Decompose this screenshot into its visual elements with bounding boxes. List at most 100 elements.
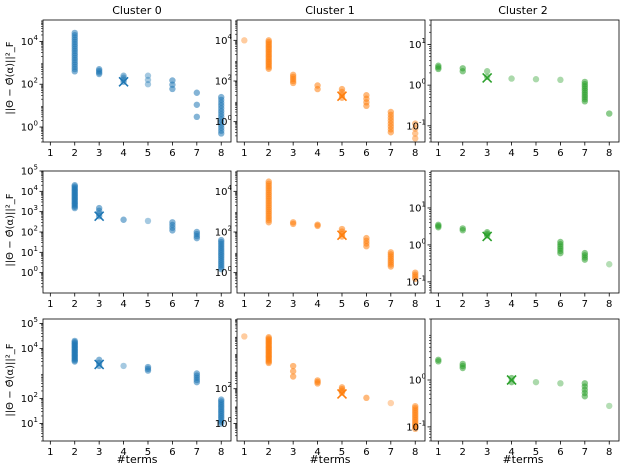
data-point (363, 92, 370, 99)
x-tick-label: 6 (557, 148, 563, 159)
data-point (338, 85, 346, 93)
data-point (459, 225, 466, 232)
data-point (387, 249, 395, 256)
scatter-series (435, 221, 613, 268)
data-point (363, 234, 370, 242)
y-axis-label-row-0: ||Θ − Θ̂(α)||²_F (4, 41, 16, 114)
x-tick-label: 6 (169, 148, 175, 159)
scatter-series (241, 37, 419, 142)
x-tick-label: 1 (435, 148, 441, 159)
data-point (435, 221, 442, 229)
y-tick-label: 102 (215, 225, 232, 239)
y-tick-label: 102 (21, 77, 38, 91)
y-tick-label: 102 (21, 391, 38, 405)
x-tick-label: 3 (96, 299, 102, 310)
data-point (95, 204, 103, 212)
data-point (557, 380, 564, 387)
data-point (169, 77, 176, 84)
x-tick-label: 3 (96, 148, 102, 159)
y-tick-label: 10-1 (406, 419, 426, 433)
x-tick-label: 8 (606, 148, 612, 159)
subplot-r1-c0: 100 101 102 103 104 105 1 2 3 4 5 6 7 8 (21, 164, 232, 310)
data-point (483, 68, 491, 75)
data-point (71, 29, 78, 37)
x-tick-label: 7 (194, 148, 200, 159)
plot-frame (236, 19, 426, 143)
data-point (218, 236, 225, 244)
subplot-r0-c0: 100 102 104 1 2 3 4 5 6 7 8 (21, 19, 232, 159)
x-tick-label: 2 (460, 447, 466, 458)
subplot-r0-c2: 10-1 100 101 1 2 3 4 5 6 7 8 (406, 19, 620, 159)
x-tick-label: 7 (388, 299, 394, 310)
y-tick-label: 105 (21, 316, 38, 330)
subplot-r2-c2: 10-1 100 1 2 3 4 5 6 7 8 (406, 318, 620, 458)
plot-frame (430, 19, 620, 143)
y-tick-label: 105 (21, 164, 38, 178)
x-tick-label: 4 (120, 447, 126, 458)
data-point (459, 360, 466, 368)
x-tick-label: 5 (145, 299, 151, 310)
x-tick-label: 2 (460, 148, 466, 159)
x-tick-label: 5 (339, 299, 345, 310)
plot-frame (236, 170, 426, 294)
data-point (338, 225, 346, 233)
data-point (581, 78, 589, 86)
x-tick-label: 6 (169, 447, 175, 458)
x-tick-label: 8 (412, 447, 418, 458)
data-point (314, 377, 321, 384)
x-tick-label: 5 (339, 148, 345, 159)
selected-marker (336, 388, 348, 400)
x-axis-label-col-2: #terms (502, 453, 543, 466)
x-tick-label: 2 (266, 447, 272, 458)
col-title-1: Cluster 1 (305, 4, 355, 17)
data-point (71, 337, 78, 345)
data-point (581, 380, 589, 387)
data-point (387, 399, 395, 407)
data-point (412, 269, 419, 276)
x-tick-label: 2 (266, 299, 272, 310)
x-tick-label: 7 (194, 447, 200, 458)
scatter-series (71, 29, 225, 137)
subplot-r1-c2: 10-1 100 101 1 2 3 4 5 6 7 8 (406, 170, 620, 310)
x-tick-label: 7 (388, 148, 394, 159)
data-point (193, 101, 201, 108)
x-tick-label: 4 (314, 447, 320, 458)
x-tick-label: 3 (96, 447, 102, 458)
data-point (412, 125, 419, 132)
y-axis-label-row-1: ||Θ − Θ̂(α)||²_F (4, 193, 16, 266)
x-tick-label: 6 (363, 148, 369, 159)
data-point (289, 373, 297, 380)
data-point (95, 66, 103, 73)
x-tick-label: 1 (241, 447, 247, 458)
subplot-r2-c1: 100 102 1 2 3 4 5 6 7 8 (215, 318, 426, 458)
data-point (363, 394, 370, 402)
y-tick-label: 10-1 (406, 118, 426, 132)
data-point (508, 75, 515, 82)
x-tick-label: 2 (72, 447, 78, 458)
data-point (218, 93, 225, 101)
y-tick-label: 100 (21, 120, 38, 134)
x-tick-label: 7 (388, 447, 394, 458)
y-tick-label: 100 (409, 237, 426, 251)
x-tick-label: 1 (47, 447, 53, 458)
x-tick-label: 4 (508, 299, 514, 310)
x-tick-label: 1 (241, 148, 247, 159)
y-tick-label: 100 (21, 265, 38, 279)
x-tick-label: 2 (72, 148, 78, 159)
x-tick-label: 5 (339, 447, 345, 458)
x-axis-label-col-1: #terms (309, 453, 350, 466)
selected-marker (482, 72, 493, 84)
x-tick-label: 2 (72, 299, 78, 310)
x-tick-label: 7 (582, 299, 588, 310)
x-tick-label: 8 (412, 299, 418, 310)
data-point (265, 334, 272, 341)
plot-frame (430, 318, 620, 442)
data-point (338, 384, 346, 391)
plot-frame (42, 170, 232, 294)
x-tick-label: 5 (145, 447, 151, 458)
y-tick-label: 101 (21, 416, 38, 430)
selected-marker (94, 211, 105, 222)
plot-frame (430, 170, 620, 294)
col-title-2: Cluster 2 (498, 4, 548, 17)
x-tick-label: 8 (218, 299, 224, 310)
